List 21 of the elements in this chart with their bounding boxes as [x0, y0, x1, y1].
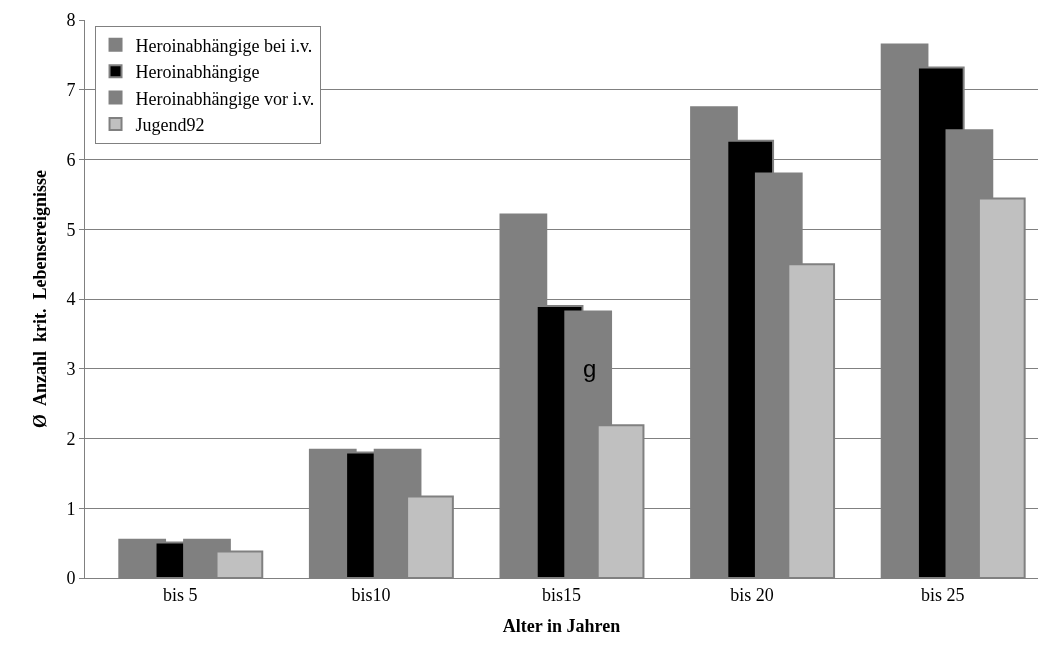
- y-tick-label: 0: [66, 568, 76, 589]
- y-tick-label: 3: [66, 359, 76, 380]
- y-tick-label: 6: [66, 149, 76, 170]
- y-tick-label: 2: [66, 428, 76, 449]
- legend-label: Jugend92: [135, 115, 205, 135]
- x-tick-label: bis 20: [730, 584, 774, 605]
- x-tick-label: bis 25: [920, 584, 965, 605]
- y-tick-label: 8: [66, 10, 76, 31]
- y-tick-label: 1: [66, 498, 76, 519]
- y-axis-title: Ø Anzahl krit. Lebensereignisse: [29, 169, 50, 429]
- y-tick-label: 7: [66, 80, 76, 101]
- x-tick-label: bis 5: [163, 584, 198, 605]
- y-tick-label: 5: [66, 219, 76, 240]
- legend-label: Heroinabhängige bei i.v.: [135, 35, 313, 56]
- x-tick-label: bis10: [351, 584, 391, 605]
- legend-label: Heroinabhängige vor i.v.: [135, 88, 315, 109]
- x-tick-label: bis15: [541, 584, 582, 605]
- annotation: g: [583, 355, 597, 382]
- x-axis-title: Alter in Jahren: [502, 615, 621, 636]
- legend-label: Heroinabhängige: [135, 62, 260, 83]
- y-tick-label: 4: [66, 289, 76, 310]
